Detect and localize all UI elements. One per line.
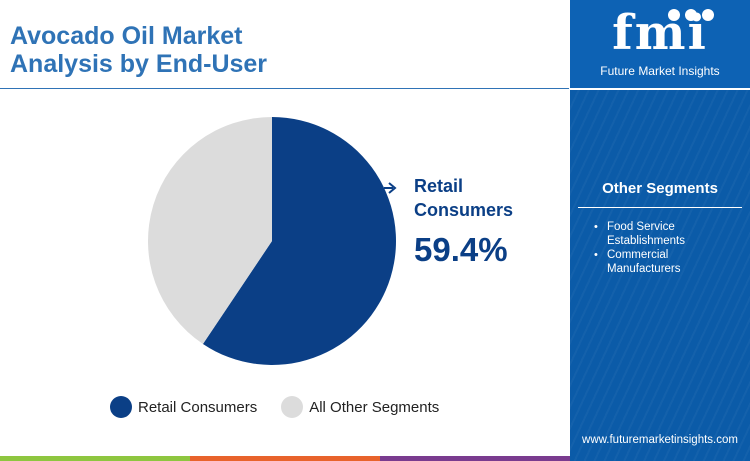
legend-item-retail-consumers: Retail Consumers [110,396,257,418]
chart-legend: Retail Consumers All Other Segments [110,396,463,418]
list-item: Commercial Manufacturers [594,248,744,276]
pie-slices [148,117,397,365]
callout-arrow [384,182,397,194]
footer-bar-purple [380,456,570,461]
logo-caption: Future Market Insights [600,64,720,78]
callout-label-line-1: Retail [414,176,464,196]
callout-retail-consumers: Retail Consumers 59.4% [414,174,564,268]
other-segments-divider [578,207,742,208]
callout-label: Retail Consumers [414,174,564,222]
list-item: Food Service Establishments [594,220,744,248]
footer-bar-orange [190,456,380,461]
other-segments-list: Food Service Establishments Commercial M… [594,220,744,276]
callout-value: 59.4% [414,231,508,268]
page-title: Avocado Oil Market Analysis by End-User [10,22,430,78]
legend-swatch-retail-consumers [110,396,132,418]
pie-chart [148,117,397,365]
legend-label: All Other Segments [309,398,440,416]
globe-icon [685,9,697,21]
page-title-line-1: Avocado Oil Market [10,22,243,50]
legend-label: Retail Consumers [138,398,258,416]
title-divider [0,88,569,89]
other-segments-title: Other Segments [602,180,718,197]
legend-item-all-other-segments: All Other Segments [281,396,439,418]
website-url: www.futuremarketinsights.com [582,434,738,446]
globe-icon [668,9,680,21]
globe-icons [668,9,714,21]
callout-label-line-2: Consumers [414,200,514,220]
legend-swatch-all-other-segments [281,396,304,418]
page-title-line-2: Analysis by End-User [10,50,268,78]
pie-slice-all-other-segments [148,117,272,344]
fmi-logo: fmi Future Market Insights [570,0,750,90]
globe-icon [702,9,714,21]
pie-slice-retail-consumers [202,117,397,365]
sidebar-panel: fmi Future Market Insights Other Segment… [570,0,750,461]
footer-bar-green [0,456,190,461]
